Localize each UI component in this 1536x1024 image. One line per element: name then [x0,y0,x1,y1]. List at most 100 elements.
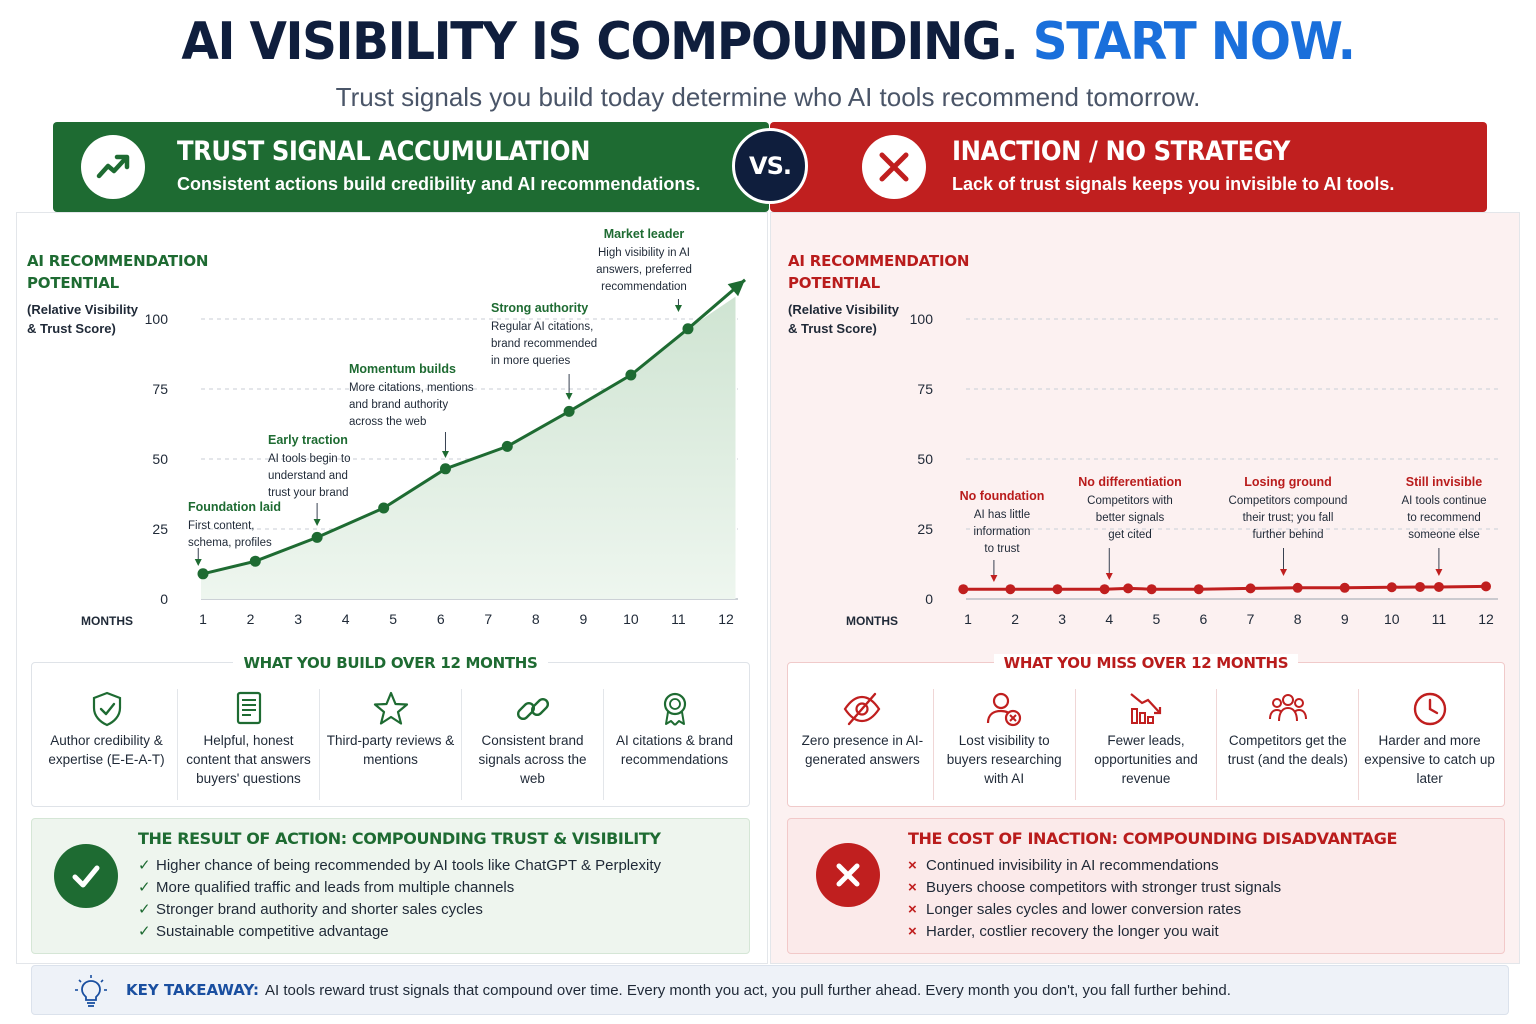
y-tick-label: 0 [925,591,933,607]
data-point [1146,584,1157,595]
result-item-text: Stronger brand authority and shorter sal… [156,901,483,918]
users-icon [1268,694,1307,722]
x-icon [862,135,926,199]
result-item-text: More qualified traffic and leads from mu… [156,879,515,896]
annotation-line: in more queries [491,355,571,367]
annotation-no-differentiation: No differentiation Competitors with bett… [1068,474,1192,544]
build-item-label: Helpful, honest content that answers buy… [186,733,311,786]
x-tick-label: 8 [532,611,540,627]
chart-sublabel-line2: & Trust Score) [27,321,116,336]
annotation-line: More citations, mentions [349,382,474,394]
data-point [501,440,513,452]
annotation-line: better signals [1095,512,1165,524]
x-tick-label: 6 [437,611,445,627]
data-point [1386,582,1397,593]
build-box: WHAT YOU BUILD OVER 12 MONTHS Author cre… [31,654,750,807]
data-point [1005,584,1016,595]
result-item: ✓ Higher chance of being recommended by A… [138,855,661,877]
x-tick-label: 12 [1478,611,1494,627]
eye-off-icon [844,692,881,726]
check-icon: ✓ [138,857,151,874]
takeaway-label: KEY TAKEAWAY: [126,981,260,999]
x-tick-label: 3 [294,611,302,627]
miss-item: Competitors get the trust (and the deals… [1216,689,1358,800]
chart-sublabel-line2: & Trust Score) [788,321,877,336]
annotation-no-foundation: No foundation AI has little information … [944,488,1060,558]
chart-sublabel-left: (Relative Visibility & Trust Score) [27,300,138,338]
cost-item-text: Longer sales cycles and lower conversion… [926,901,1242,918]
banner-title: INACTION / NO STRATEGY [952,136,1290,167]
annotation-line: recommendation [601,281,687,293]
chart-sublabel-right: (Relative Visibility & Trust Score) [788,300,899,338]
lightbulb-icon [75,975,107,1007]
annotation-arrowhead [990,575,998,582]
data-point [1052,584,1063,595]
y-tick-label: 75 [917,381,933,397]
chart-label-line2: POTENTIAL [788,274,880,292]
vs-badge: VS. [732,128,808,204]
miss-item-label: Lost visibility to buyers researching wi… [946,733,1062,786]
x-tick-label: 5 [389,611,397,627]
x-tick-label: 1 [964,611,972,627]
annotation-line: AI tools continue [1401,495,1487,507]
chart-label-left: AI RECOMMENDATION POTENTIAL [27,250,208,294]
annotation-momentum: Momentum builds More citations, mentions… [349,361,474,431]
banner-subtitle: Lack of trust signals keeps you invisibl… [952,174,1395,194]
annotation-line: across the web [349,416,427,428]
chart-label-line1: AI RECOMMENDATION [27,252,209,270]
result-item: ✓ More qualified traffic and leads from m… [138,877,661,899]
cost-list: × Continued invisibility in AI recommenda… [908,855,1281,943]
y-tick-label: 25 [917,521,933,537]
annotation-line: answers, preferred [596,264,692,276]
x-axis-title: MONTHS [81,614,133,628]
build-item: Third-party reviews & mentions [319,689,461,800]
annotation-line: information [973,526,1031,538]
star-icon [373,691,408,725]
annotation-line: Competitors compound [1228,495,1348,507]
build-title: WHAT YOU BUILD OVER 12 MONTHS [233,654,548,672]
x-tick-label: 5 [1152,611,1160,627]
x-mark-icon: × [908,923,917,940]
result-item-text: Sustainable competitive advantage [156,923,389,940]
result-title: THE COST OF INACTION: COMPOUNDING DISADV… [908,829,1398,848]
y-tick-label: 100 [145,311,169,327]
data-point [1433,581,1444,592]
build-item: Author credibility & expertise (E-E-A-T) [36,689,177,800]
miss-item-label: Competitors get the trust (and the deals… [1227,733,1348,767]
banner-subtitle: Consistent actions build credibility and… [177,174,701,194]
data-point [1339,582,1350,593]
data-point [249,555,261,567]
cost-item: × Harder, costlier recovery the longer yo… [908,921,1281,943]
x-tick-label: 8 [1294,611,1302,627]
title-accent: START NOW. [1032,12,1356,72]
x-axis-title: MONTHS [846,614,898,628]
x-tick-label: 10 [623,611,639,627]
annotation-line: brand recommended [491,338,598,350]
annotation-line: High visibility in AI [597,247,691,259]
x-mark-icon: × [908,901,917,918]
annotation-foundation: Foundation laid First content, schema, p… [188,499,281,552]
annotation-arrowhead [441,451,449,458]
chart-label-line1: AI RECOMMENDATION [788,252,970,270]
chart-sublabel-line1: (Relative Visibility [788,302,900,317]
takeaway-text: AI tools reward trust signals that compo… [265,982,1231,999]
annotation-line: Regular AI citations, [491,321,594,333]
annotation-line: understand and [268,470,348,482]
data-point [311,531,323,543]
y-tick-label: 100 [910,311,934,327]
miss-title: WHAT YOU MISS OVER 12 MONTHS [993,654,1299,672]
title-main: AI VISIBILITY IS COMPOUNDING. [181,12,1018,72]
x-tick-label: 10 [1384,611,1400,627]
chart-label-right: AI RECOMMENDATION POTENTIAL [788,250,969,294]
data-point [1099,584,1110,595]
x-tick-label: 1 [199,611,207,627]
annotation-losing-ground: Losing ground Competitors compound their… [1220,474,1356,544]
miss-item: Zero presence in AI-generated answers [792,689,933,800]
cost-item: × Longer sales cycles and lower conversio… [908,899,1281,921]
build-item-label: Author credibility & expertise (E-E-A-T) [48,733,165,767]
x-tick-label: 11 [1432,611,1447,627]
annotation-arrowhead [1435,569,1443,576]
x-tick-label: 3 [1058,611,1066,627]
